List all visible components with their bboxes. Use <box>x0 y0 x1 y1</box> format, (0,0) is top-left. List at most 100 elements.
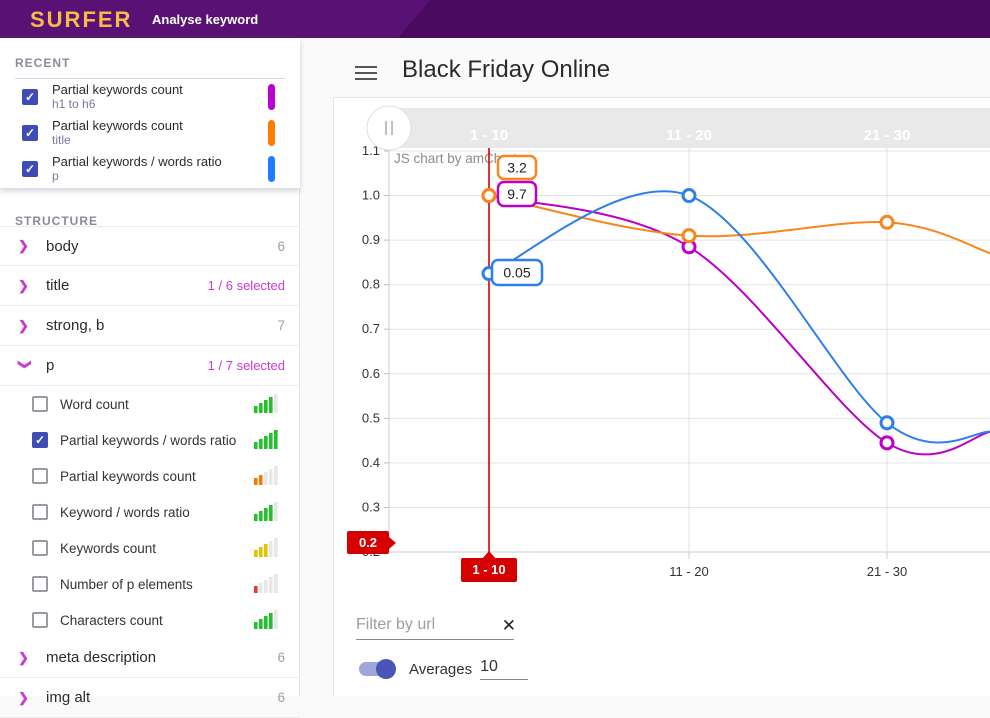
chevron-right-icon[interactable]: ❯ <box>18 238 29 253</box>
section-badge: 1 / 6 selected <box>207 278 285 293</box>
chevron-right-icon[interactable]: ❯ <box>18 689 29 705</box>
surfer-logo[interactable]: SURFER <box>30 7 133 32</box>
section-label: title <box>46 277 70 294</box>
checkbox-checked[interactable]: ✓ <box>32 432 48 448</box>
data-point-marker <box>879 214 895 230</box>
sidebar-item-p[interactable]: ❯ p 1 / 7 selected <box>0 346 300 386</box>
series-color-pill <box>268 84 275 110</box>
mini-bar-chart-icon <box>254 466 278 485</box>
checkbox-checked[interactable]: ✓ <box>22 161 38 177</box>
checkbox[interactable] <box>32 540 48 556</box>
checkbox-checked[interactable]: ✓ <box>22 125 38 141</box>
mini-bar-chart-icon <box>254 610 278 629</box>
section-badge: 6 <box>277 238 285 254</box>
metric-row[interactable]: Word count <box>0 386 300 422</box>
chevron-down-icon[interactable]: ❯ <box>18 358 33 370</box>
chart-scrollbar <box>389 108 990 148</box>
recent-item[interactable]: ✓ Partial keywords / words ratio p <box>0 151 300 187</box>
mini-bar-chart-icon <box>254 538 278 557</box>
chart-area[interactable]: 1 - 10 11 - 20 21 - 30 1.1 1.0 0.9 0.8 0.7 0.6 0.… <box>334 98 990 601</box>
section-label: p <box>46 357 55 374</box>
averages-toggle[interactable] <box>359 659 396 679</box>
sidebar-item-body[interactable]: ❯ body 6 <box>0 226 300 266</box>
y-axis-label: 0.3 <box>362 499 380 514</box>
averages-value-input[interactable] <box>480 658 529 680</box>
x-axis-label: 11 - 20 <box>669 564 709 579</box>
recent-item[interactable]: ✓ Partial keywords count title <box>0 115 300 151</box>
clear-filter-icon[interactable]: ✕ <box>501 616 516 635</box>
metric-label: Keyword / words ratio <box>60 504 190 520</box>
x-badge-box <box>461 558 517 582</box>
data-point-marker <box>879 435 895 451</box>
page-title: Black Friday Online <box>402 56 611 83</box>
x-badge-arrow <box>482 551 496 559</box>
recent-item-title: Partial keywords count <box>52 117 183 133</box>
chart-controls: ✕ Averages <box>356 610 656 680</box>
chart-canvas: 1 - 10 11 - 20 21 - 30 1.1 1.0 0.9 0.8 0.7 0.6 0.… <box>347 105 990 582</box>
mini-bar-chart-icon <box>254 574 278 593</box>
scrollbar-label: 21 - 30 <box>864 127 911 144</box>
filter-by-url-input[interactable] <box>356 610 486 634</box>
cursor-y-badge: 0.2 <box>347 531 396 554</box>
metric-row[interactable]: Keyword / words ratio <box>0 494 300 530</box>
data-point-marker <box>879 415 895 431</box>
toggle-knob[interactable] <box>376 659 396 679</box>
recent-item-text: Partial keywords count h1 to h6 <box>52 82 268 112</box>
metric-label: Partial keywords / words ratio <box>60 432 237 448</box>
checkbox[interactable] <box>32 612 48 628</box>
checkbox-checked[interactable]: ✓ <box>22 89 38 105</box>
recent-item[interactable]: ✓ Partial keywords count h1 to h6 <box>0 79 300 115</box>
x-axis-label: 21 - 30 <box>867 564 907 579</box>
check-icon: ✓ <box>25 90 36 104</box>
chevron-right-icon[interactable]: ❯ <box>18 277 29 293</box>
y-axis-label: 0.6 <box>362 366 380 381</box>
metric-row[interactable]: ✓ Partial keywords / words ratio <box>0 422 300 458</box>
main-header: Black Friday Online <box>300 38 990 97</box>
y-axis-label: 0.7 <box>362 321 380 336</box>
scrollbar-grip-circle <box>366 105 412 151</box>
menu-icon[interactable] <box>355 66 377 81</box>
y-axis-label: 0.5 <box>362 410 380 425</box>
sidebar-item-img-alt[interactable]: ❯ img alt 6 <box>0 678 300 718</box>
checkbox[interactable] <box>32 396 48 412</box>
cursor-tooltip: 9.7 <box>496 180 538 208</box>
metric-label: Keywords count <box>60 540 157 556</box>
section-label: strong, b <box>46 317 105 334</box>
check-icon: ✓ <box>25 162 36 176</box>
sidebar-item-title[interactable]: ❯ title 1 / 6 selected <box>0 266 300 306</box>
y-axis-label: 0.9 <box>362 232 380 247</box>
metric-row[interactable]: Characters count <box>0 602 300 638</box>
checkbox[interactable] <box>32 576 48 592</box>
chevron-right-icon[interactable]: ❯ <box>18 649 29 665</box>
scrollbar-label: 11 - 20 <box>666 127 712 144</box>
scrollbar-grip[interactable] <box>366 105 412 151</box>
recent-panel: RECENT ✓ Partial keywords count h1 to h6 ✓ P… <box>0 38 300 188</box>
mini-bar-chart-icon <box>254 430 278 449</box>
sidebar-item-meta-description[interactable]: ❯ meta description 6 <box>0 638 300 678</box>
series-line <box>488 190 990 444</box>
metric-row[interactable]: Partial keywords count <box>0 458 300 494</box>
metric-row[interactable]: Keywords count <box>0 530 300 566</box>
data-point-marker <box>681 188 697 204</box>
sidebar-item-strong-b[interactable]: ❯ strong, b 7 <box>0 306 300 346</box>
nav-analyse-keyword[interactable]: Analyse keyword <box>152 12 259 27</box>
checkbox[interactable] <box>32 504 48 520</box>
recent-item-subtitle: title <box>52 132 71 147</box>
check-icon: ✓ <box>25 126 36 140</box>
tooltip-value: 3.2 <box>507 160 527 176</box>
checkbox[interactable] <box>32 468 48 484</box>
metric-row[interactable]: Number of p elements <box>0 566 300 602</box>
chevron-right-icon[interactable]: ❯ <box>18 317 29 333</box>
section-badge: 1 / 7 selected <box>207 358 285 373</box>
recent-heading: RECENT <box>15 56 71 70</box>
tooltip-value: 9.7 <box>507 186 527 202</box>
series-line <box>488 194 990 255</box>
y-axis-label: 1.1 <box>362 143 380 158</box>
section-badge: 6 <box>277 690 285 705</box>
chart-card: 1 - 10 11 - 20 21 - 30 1.1 1.0 0.9 0.8 0.7 0.6 0.… <box>333 97 990 696</box>
y-axis-label: 1.0 <box>362 188 380 203</box>
series-color-pill <box>268 120 275 146</box>
series-line <box>488 194 990 456</box>
recent-item-text: Partial keywords count title <box>52 117 268 148</box>
mini-bar-chart-icon <box>254 394 278 413</box>
